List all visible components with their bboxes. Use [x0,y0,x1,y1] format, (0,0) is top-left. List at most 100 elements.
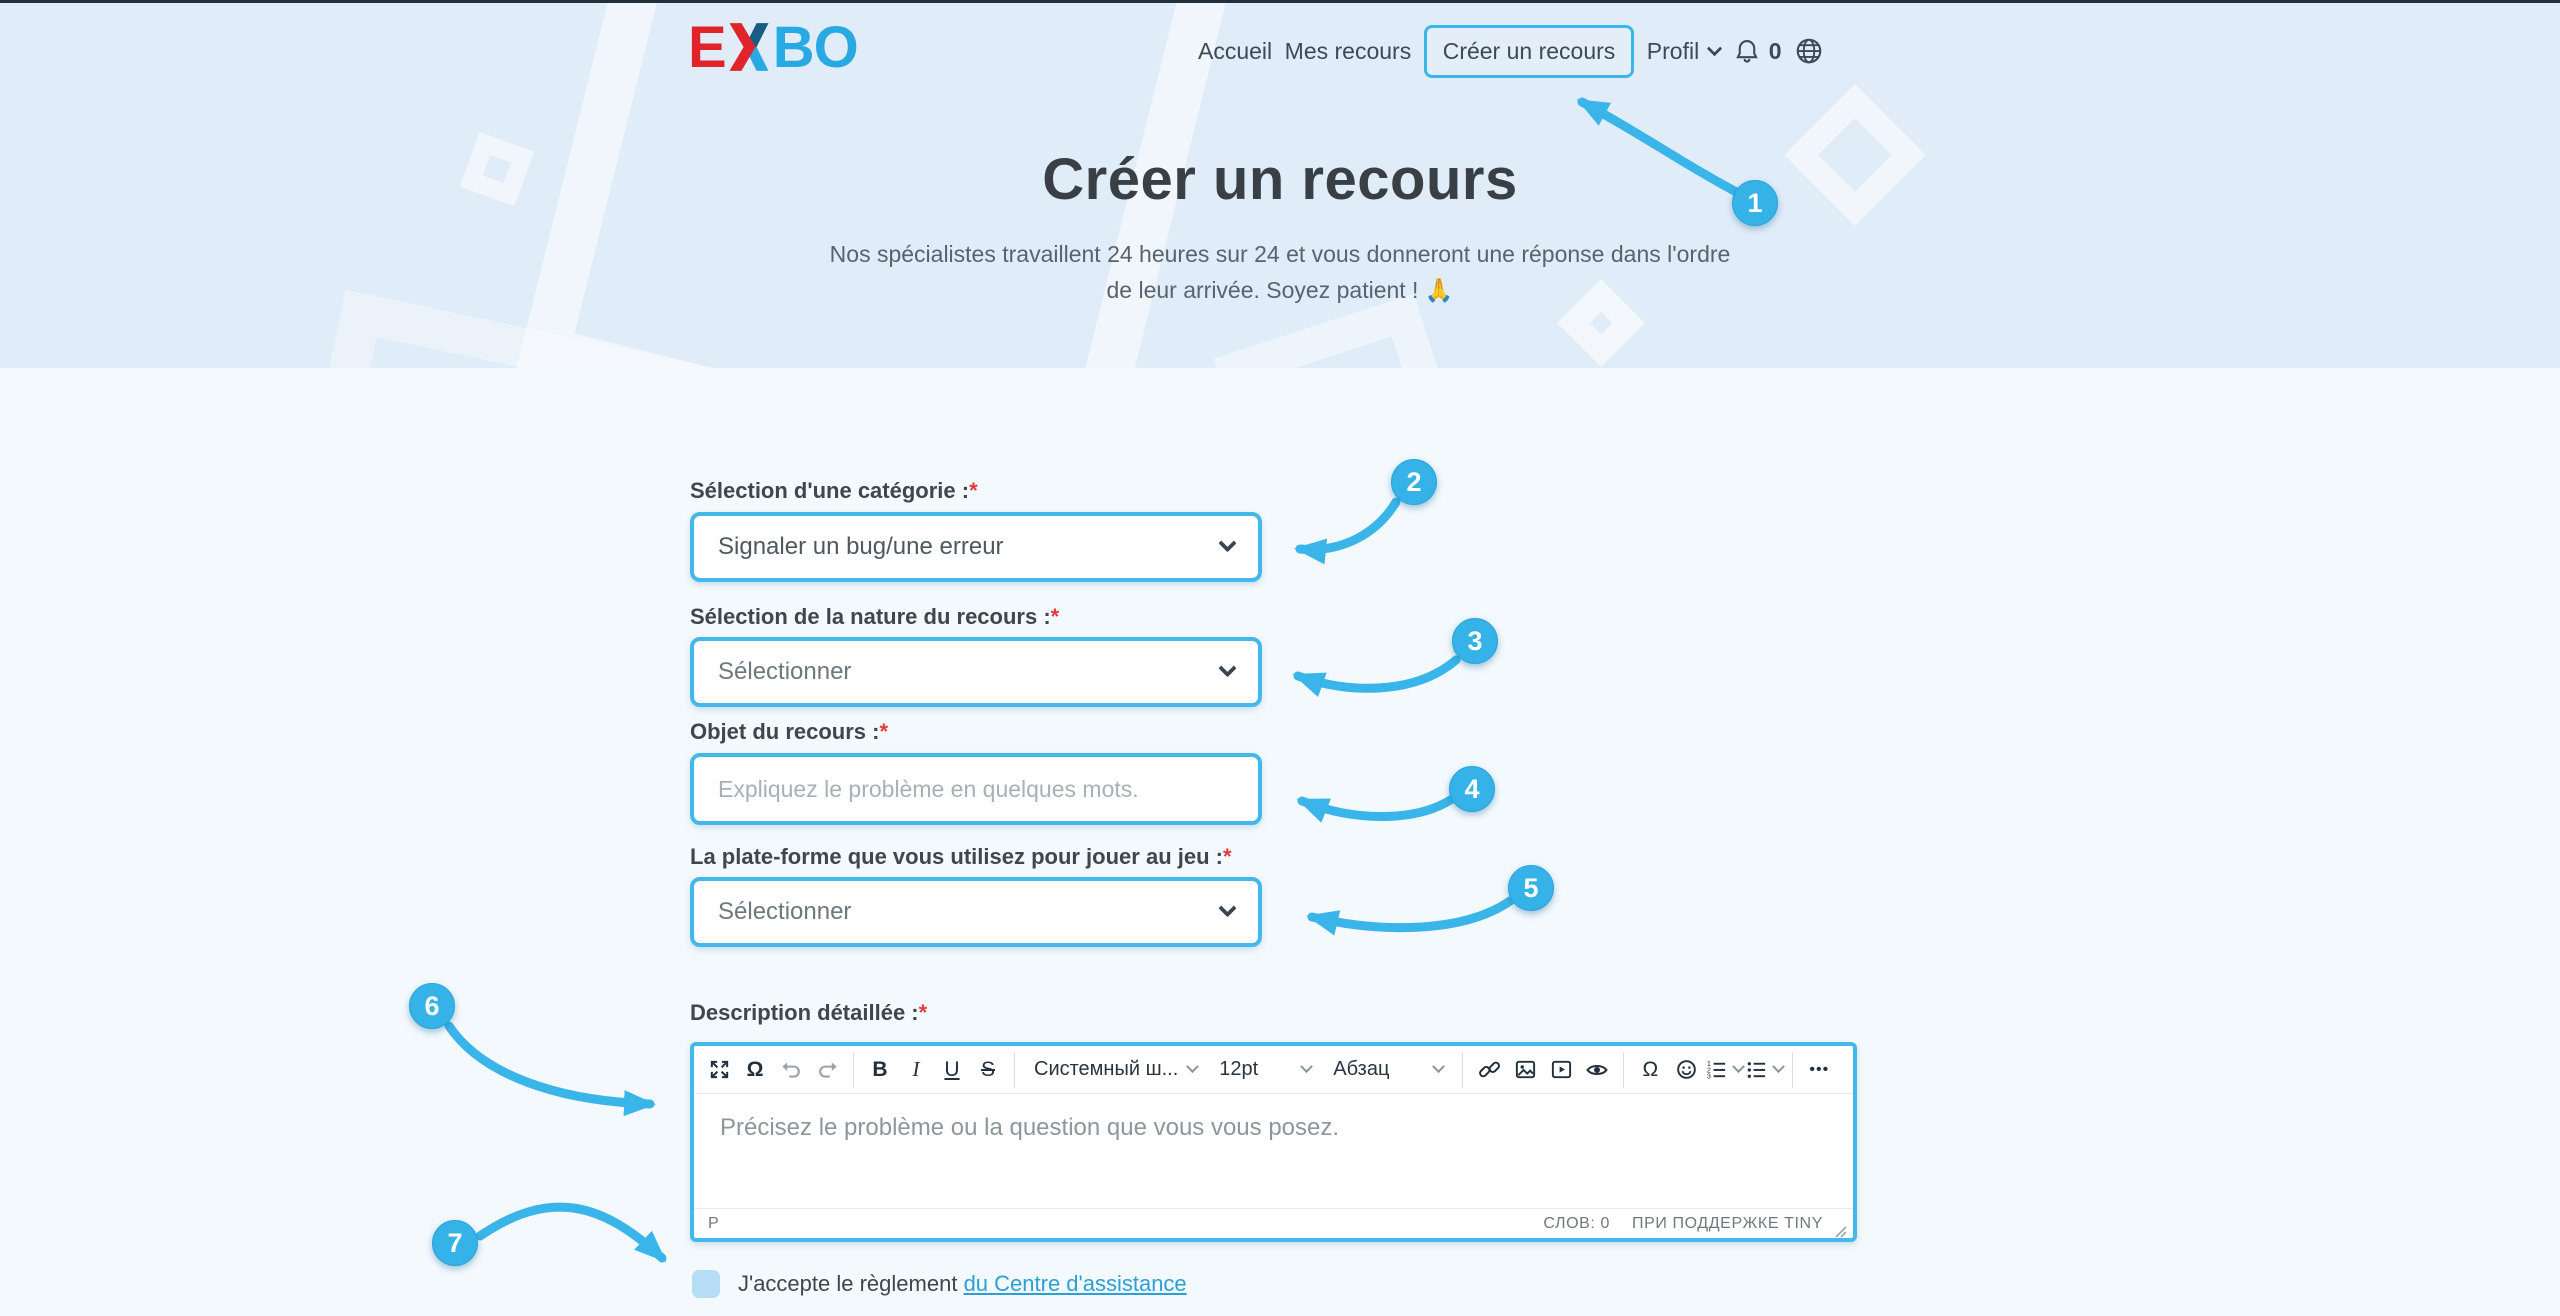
required-asterisk: * [879,719,889,744]
step-badge-7: 7 [432,1220,478,1266]
resize-grip[interactable] [1833,1224,1847,1238]
svg-text:1: 1 [1707,1060,1711,1068]
word-count[interactable]: СЛОВ: 0 [1543,1214,1610,1232]
subject-label: Objet du recours :* [690,719,889,744]
redo-button[interactable] [810,1053,844,1087]
editor-status-bar: P СЛОВ: 0 ПРИ ПОДДЕРЖКЕ TINY [694,1208,1853,1238]
description-editor: Ω B I U S Системный ш... [690,1042,1857,1242]
consent-row: J'accepte le règlement du Centre d'assis… [692,1270,1187,1298]
bold-button[interactable]: B [872,1057,888,1081]
description-label: Description détaillée :* [690,1000,928,1025]
font-family-select[interactable]: Системный ш... [1024,1053,1207,1087]
main-nav: Accueil Mes recours Créer un recours Pro… [1198,22,1824,80]
consent-checkbox[interactable] [692,1270,720,1298]
anchor-button[interactable]: Ω [738,1053,772,1087]
chevron-down-icon [1186,1060,1200,1074]
chevron-down-icon [1732,1060,1746,1074]
more-tools-button[interactable]: ••• [1809,1060,1830,1078]
image-button[interactable] [1508,1053,1542,1087]
logo-x-icon [729,23,769,71]
logo-letter-e: E [688,14,727,80]
platform-select[interactable]: Sélectionner [690,877,1262,947]
media-button[interactable] [1544,1053,1578,1087]
chevron-down-icon [1218,898,1237,917]
chevron-down-icon [1432,1060,1446,1074]
language-button[interactable] [1794,36,1824,66]
nature-label: Sélection de la nature du recours :* [690,604,1060,629]
consent-text: J'accepte le règlement du Centre d'assis… [738,1271,1187,1296]
font-size-select[interactable]: 12pt [1209,1053,1321,1087]
element-path: P [708,1214,720,1232]
logo-letters-bo: BO [772,14,859,80]
editor-toolbar: Ω B I U S Системный ш... [694,1046,1853,1094]
globe-icon [1796,38,1822,64]
omega-icon: Ω [1642,1057,1659,1081]
toolbar-separator [1014,1051,1015,1088]
page-title: Créer un recours [1042,147,1518,212]
nature-select-value: Sélectionner [718,658,852,685]
powered-by-tiny[interactable]: ПРИ ПОДДЕРЖКЕ TINY [1631,1214,1823,1232]
chevron-down-icon [1218,533,1237,552]
exbo-logo[interactable]: E BO [688,14,859,80]
nav-profile-label: Profil [1646,37,1700,64]
svg-text:3: 3 [1707,1073,1711,1081]
emoticon-button[interactable] [1669,1053,1703,1087]
step-badge-5: 5 [1508,865,1554,911]
fullscreen-icon [710,1060,728,1079]
toolbar-separator [853,1051,854,1088]
toolbar-separator [1623,1051,1625,1088]
link-icon [1478,1061,1500,1078]
category-select[interactable]: Signaler un bug/une erreur [690,512,1262,582]
step-badge-1: 1 [1732,180,1778,226]
nav-create-appeal[interactable]: Créer un recours [1423,24,1635,78]
editor-body[interactable]: Précisez le problème ou la question que … [694,1094,1853,1208]
chevron-down-icon [1218,658,1237,677]
category-select-value: Signaler un bug/une erreur [718,533,1004,560]
platform-select-value: Sélectionner [718,898,852,925]
svg-text:2: 2 [1707,1066,1711,1074]
block-format-select[interactable]: Абзац [1323,1053,1453,1087]
nav-profile[interactable]: Profil [1646,37,1723,65]
subject-input[interactable] [690,753,1262,825]
image-icon [1515,1060,1535,1079]
eye-icon [1586,1064,1609,1075]
subtitle-line-1: Nos spécialistes travaillent 24 heures s… [829,241,1731,267]
required-asterisk: * [918,1000,928,1025]
special-char-button[interactable]: Ω [1633,1053,1667,1087]
italic-button[interactable]: I [912,1057,920,1081]
font-size-value: 12pt [1219,1058,1259,1080]
editor-placeholder: Précisez le problème ou la question que … [720,1114,1340,1141]
block-format-value: Абзац [1333,1058,1390,1080]
preview-button[interactable] [1580,1053,1614,1087]
bullet-list-button[interactable] [1745,1053,1786,1087]
step-badge-2: 2 [1391,459,1437,505]
category-label: Sélection d'une catégorie :* [690,478,978,503]
platform-label: La plate-forme que vous utilisez pour jo… [690,844,1232,869]
notifications-button[interactable]: 0 [1733,37,1782,65]
toolbar-separator [1792,1051,1794,1088]
strikethrough-button[interactable]: S [980,1057,995,1081]
chevron-down-icon [1300,1060,1314,1074]
toolbar-separator [1462,1051,1464,1088]
required-asterisk: * [969,478,978,503]
undo-button[interactable] [774,1053,808,1087]
chevron-down-icon [1772,1060,1786,1074]
hero-header: E BO Accueil Mes recours Créer un recour… [0,0,2560,368]
subtitle-line-2: de leur arrivée. Soyez patient ! 🙏 [1106,277,1454,303]
undo-icon [781,1062,800,1078]
ordered-list-button[interactable]: 1 2 3 [1705,1053,1746,1087]
page-subtitle: Nos spécialistes travaillent 24 heures s… [0,240,2560,312]
assistance-center-link[interactable]: du Centre d'assistance [963,1271,1187,1296]
nav-my-appeals[interactable]: Mes recours [1284,37,1412,64]
underline-button[interactable]: U [944,1057,960,1081]
fullscreen-button[interactable] [702,1053,736,1087]
bell-icon [1735,40,1758,63]
bullet-list-icon [1747,1062,1766,1078]
nature-select[interactable]: Sélectionner [690,637,1262,707]
step-badge-6: 6 [409,983,455,1029]
notifications-count: 0 [1768,37,1782,64]
font-family-value: Системный ш... [1034,1058,1179,1080]
nav-home[interactable]: Accueil [1198,37,1273,64]
link-button[interactable] [1472,1053,1506,1087]
